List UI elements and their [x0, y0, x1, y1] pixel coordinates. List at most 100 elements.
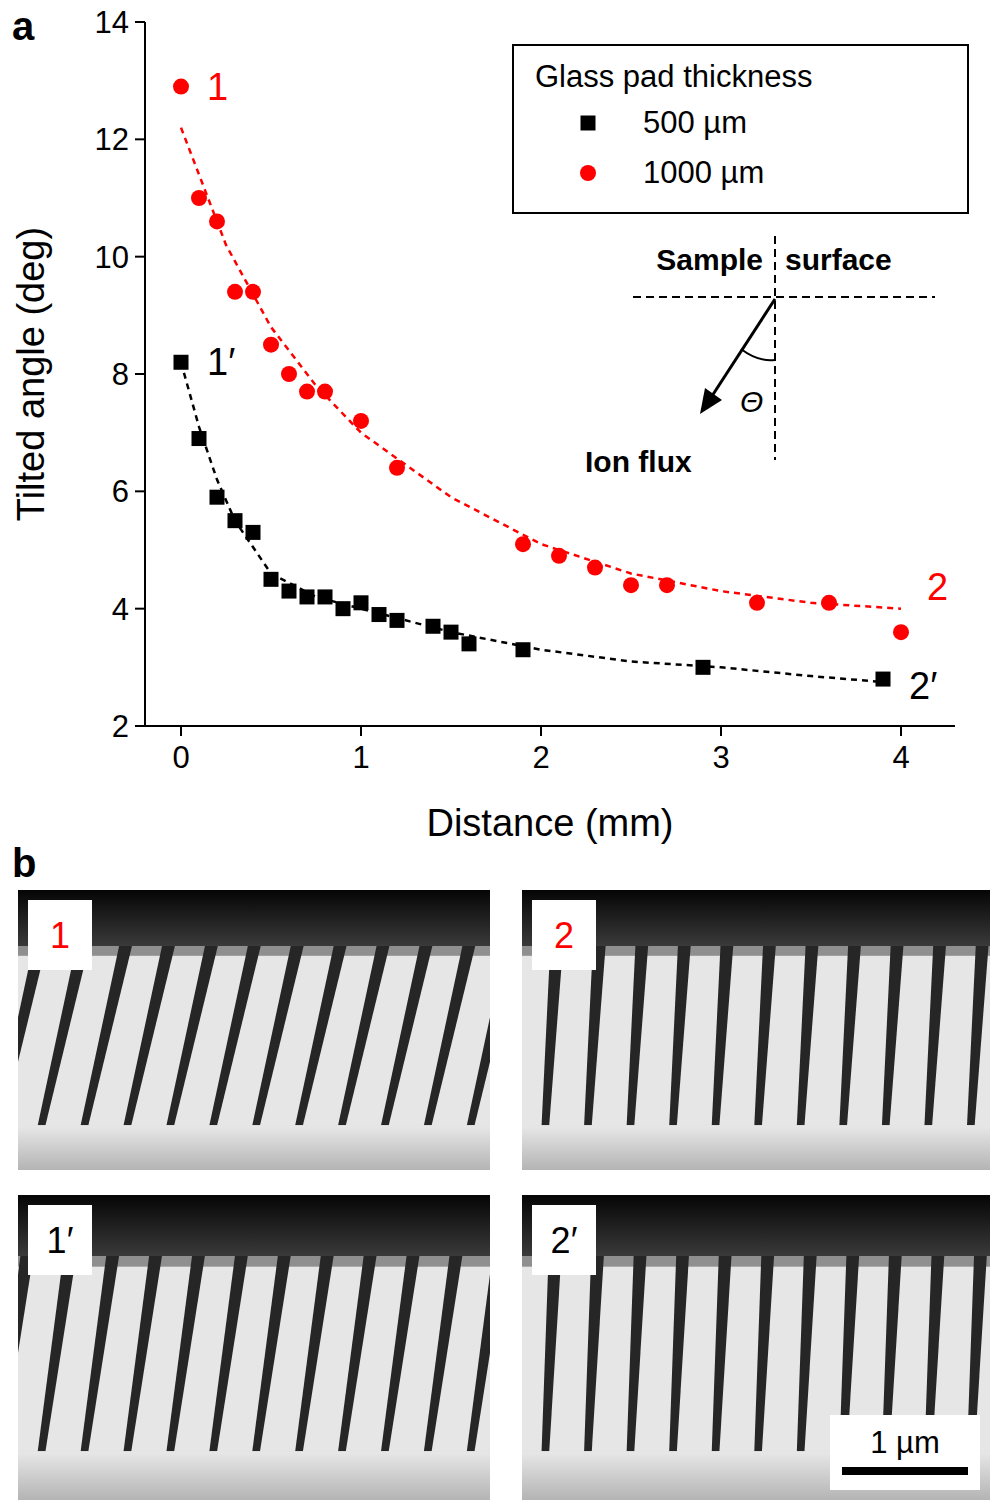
- image-label-box: [28, 1205, 92, 1275]
- sem-trench: [295, 946, 346, 1125]
- data-point: [246, 525, 261, 540]
- sem-bg: [522, 1195, 990, 1500]
- sem-trench: [295, 1256, 333, 1451]
- data-point: [587, 560, 603, 576]
- sem-trench: [467, 946, 490, 1125]
- data-point: [821, 595, 837, 611]
- legend: Glass pad thickness500 µm1000 µm: [513, 45, 968, 213]
- image-label: 1′: [47, 1220, 74, 1261]
- data-point: [281, 366, 297, 382]
- x-tick: [360, 726, 362, 736]
- inset-arrowhead: [700, 388, 722, 414]
- data-point: [426, 619, 441, 634]
- y-tick: [135, 256, 145, 258]
- sem-trench: [424, 946, 475, 1125]
- y-tick-label: 14: [95, 5, 129, 40]
- data-point: [245, 284, 261, 300]
- sem-trench: [584, 1256, 604, 1451]
- data-point: [317, 384, 333, 400]
- sem-trench: [18, 946, 46, 1125]
- sem-trench: [542, 1256, 562, 1451]
- data-point: [372, 607, 387, 622]
- sem-film: [522, 946, 990, 1125]
- data-point: [389, 460, 405, 476]
- sem-bg: [18, 890, 490, 1170]
- sem-substrate: [18, 1451, 490, 1500]
- y-tick: [135, 373, 145, 375]
- sem-trench: [712, 946, 733, 1125]
- sem-bg: [522, 890, 990, 1170]
- sem-trench: [381, 946, 432, 1125]
- sem-trench: [124, 946, 175, 1125]
- sem-trench: [166, 1256, 204, 1451]
- sem-image: [522, 890, 990, 1170]
- data-point: [173, 79, 189, 95]
- sem-trench: [712, 1256, 732, 1451]
- sem-trench: [18, 1256, 33, 1451]
- sem-trench: [338, 1256, 376, 1451]
- data-point: [228, 513, 243, 528]
- data-point: [516, 642, 531, 657]
- scale-bar-box: [830, 1415, 980, 1490]
- sem-image: [522, 1195, 990, 1500]
- legend-title: Glass pad thickness: [535, 59, 812, 94]
- sem-trench: [542, 946, 563, 1125]
- data-point: [210, 490, 225, 505]
- sem-trench: [754, 1256, 774, 1451]
- inset-label: Sample: [656, 243, 763, 276]
- sem-trench: [754, 946, 775, 1125]
- y-tick: [135, 138, 145, 140]
- x-tick-label: 3: [712, 740, 729, 775]
- sem-trench: [381, 1256, 419, 1451]
- image-label-box: [532, 900, 596, 970]
- inset-label: Ion flux: [585, 445, 692, 478]
- image-label: 1: [50, 915, 70, 956]
- x-tick-label: 1: [352, 740, 369, 775]
- data-point: [749, 595, 765, 611]
- legend-box: [513, 45, 968, 213]
- data-point: [462, 636, 477, 651]
- inset-label: surface: [785, 243, 892, 276]
- data-point: [551, 548, 567, 564]
- sem-film: [18, 1256, 490, 1451]
- sem-trench: [252, 946, 303, 1125]
- data-point: [300, 589, 315, 604]
- legend-marker: [581, 116, 596, 131]
- point-label: 1: [207, 66, 228, 108]
- sem-trench: [38, 1256, 76, 1451]
- sem-substrate: [522, 1125, 990, 1170]
- x-tick: [180, 726, 182, 736]
- sem-trench: [924, 946, 945, 1125]
- data-point: [191, 190, 207, 206]
- sem-trench: [467, 1256, 490, 1451]
- data-point: [876, 672, 891, 687]
- sem-film: [18, 946, 490, 1125]
- sem-image: [18, 1195, 490, 1500]
- x-tick: [900, 726, 902, 736]
- y-tick: [135, 490, 145, 492]
- x-axis: [145, 725, 955, 727]
- image-label: 2: [554, 915, 574, 956]
- point-label: 2: [927, 566, 948, 608]
- sem-trench: [882, 946, 903, 1125]
- y-tick-label: 2: [112, 709, 129, 744]
- x-tick: [720, 726, 722, 736]
- image-label-box: [532, 1205, 596, 1275]
- legend-marker: [580, 165, 596, 181]
- sem-substrate: [18, 1125, 490, 1170]
- y-tick-label: 10: [95, 240, 129, 275]
- data-point: [192, 431, 207, 446]
- data-point: [227, 284, 243, 300]
- sem-trench: [967, 946, 988, 1125]
- sem-trench: [669, 1256, 689, 1451]
- data-point: [354, 595, 369, 610]
- sem-trench: [209, 946, 260, 1125]
- data-point: [893, 624, 909, 640]
- image-label-box: [28, 900, 92, 970]
- sem-trench: [584, 946, 605, 1125]
- sem-trench: [124, 1256, 162, 1451]
- point-label: 1′: [207, 341, 235, 383]
- sem-trench: [797, 946, 818, 1125]
- y-tick-label: 6: [112, 474, 129, 509]
- legend-label: 500 µm: [643, 105, 747, 140]
